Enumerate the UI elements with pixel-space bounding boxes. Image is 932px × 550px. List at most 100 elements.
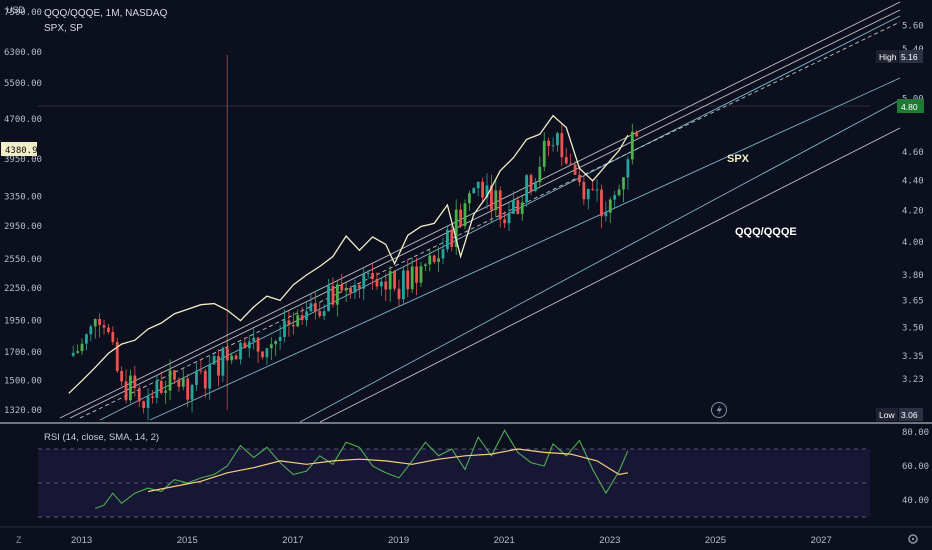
left-axis-tick: 1500.00 [4, 377, 42, 387]
low-label: Low [879, 410, 895, 420]
candle-up [269, 337, 273, 360]
last-value-tag [897, 99, 924, 113]
candle-up [362, 266, 366, 301]
candle-up [617, 184, 621, 197]
candle-up [283, 309, 286, 343]
candle-up [155, 375, 159, 404]
left-axis-tick: 4700.00 [4, 115, 42, 125]
candle-up [608, 197, 612, 223]
candlestick-group [71, 123, 639, 421]
candle-up [212, 353, 216, 365]
rsi-line[interactable] [95, 429, 629, 510]
candle-up [252, 328, 256, 350]
left-axis-tick: 5500.00 [4, 79, 42, 89]
candle-down [635, 130, 639, 137]
left-price-axis[interactable]: 7500.00 6300.00 5500.00 4700.00 3950.00 3350.… [4, 8, 42, 416]
candle-up [309, 294, 313, 312]
candle-up [322, 304, 326, 321]
candle-up [445, 225, 449, 253]
candle-up [512, 191, 515, 214]
candle-down [111, 326, 115, 345]
candle-down [133, 365, 137, 397]
candle-up [221, 346, 225, 382]
candle-up [335, 280, 339, 317]
trend-line-upper-1[interactable] [59, 1, 901, 419]
log-scale-z-icon[interactable]: Z [16, 535, 22, 545]
candle-down [450, 225, 454, 252]
time-axis-tick: 2017 [282, 535, 303, 546]
time-axis[interactable]: 2013 2015 2017 2019 2021 2023 2025 2027 [71, 535, 832, 546]
rsi-ma-line[interactable] [147, 448, 629, 493]
right-axis-tick: 3.80 [902, 271, 924, 281]
candle-down [415, 257, 418, 296]
candle-up [76, 344, 80, 354]
candle-up [85, 333, 88, 351]
candle-up [388, 266, 392, 302]
lightning-icon[interactable] [711, 402, 727, 418]
rsi-axis[interactable]: 80.00 60.00 40.00 [902, 428, 929, 506]
candle-down [529, 173, 533, 196]
rsi-lines-group [95, 429, 629, 510]
candle-up [366, 270, 370, 279]
candle-up [494, 180, 498, 218]
gear-icon[interactable] [908, 534, 918, 544]
candle-up [80, 338, 84, 355]
compare-legend[interactable]: SPX, SP [44, 23, 83, 34]
time-axis-tick: 2027 [811, 535, 832, 546]
candle-down [375, 272, 379, 290]
channel-line-lower[interactable] [299, 99, 901, 423]
rsi-axis-tick: 60.00 [902, 462, 929, 472]
candle-up [463, 199, 467, 230]
candle-down [243, 337, 247, 349]
candle-down [261, 350, 264, 360]
trend-line-dashed[interactable] [79, 21, 901, 419]
spx-line-group [68, 114, 629, 394]
channel-line-bottom[interactable] [319, 127, 901, 423]
candle-up [401, 267, 405, 304]
candle-up [525, 174, 529, 207]
channel-line-mid[interactable] [149, 77, 901, 421]
candle-down [199, 359, 203, 375]
candle-up [556, 131, 559, 152]
candle-down [503, 211, 507, 229]
candle-up [247, 335, 251, 358]
candle-up [423, 262, 427, 272]
candle-up [595, 179, 599, 202]
symbol-legend[interactable]: QQQ/QQQE, 1M, NASDAQ [44, 8, 168, 19]
candle-down [137, 385, 141, 408]
time-axis-tick: 2023 [599, 535, 620, 546]
time-axis-tick: 2025 [705, 535, 726, 546]
candle-up [93, 318, 97, 339]
currency-label: USD [6, 5, 26, 15]
right-axis-tick: 3.65 [902, 297, 924, 307]
left-axis-tick: 2950.00 [4, 222, 42, 232]
right-axis-tick: 5.40 [902, 45, 924, 55]
candle-down [300, 306, 304, 326]
candle-up [604, 201, 608, 222]
candle-up [476, 181, 480, 197]
candle-up [437, 246, 440, 272]
candle-up [379, 278, 383, 296]
candle-down [406, 258, 410, 298]
candle-down [287, 310, 291, 337]
trend-line-upper-2[interactable] [69, 9, 901, 419]
candle-up [190, 383, 194, 413]
candle-up [71, 345, 75, 358]
candle-up [230, 352, 234, 365]
candle-down [256, 336, 260, 364]
high-label: High [879, 52, 897, 62]
high-value: 5.16 [901, 52, 918, 62]
candle-up [586, 188, 590, 210]
left-axis-tick: 1320.00 [4, 406, 42, 416]
left-axis-tick: 7500.00 [4, 8, 42, 18]
candle-down [331, 277, 335, 308]
right-axis-tick: 4.60 [902, 148, 924, 158]
spx-line[interactable] [68, 114, 629, 394]
candle-up [410, 257, 414, 293]
candle-up [520, 196, 524, 221]
candle-up [265, 347, 269, 365]
rsi-legend[interactable]: RSI (14, close, SMA, 14, 2) [44, 432, 159, 443]
candle-down [151, 389, 154, 404]
right-axis-tick: 3.50 [902, 324, 924, 334]
